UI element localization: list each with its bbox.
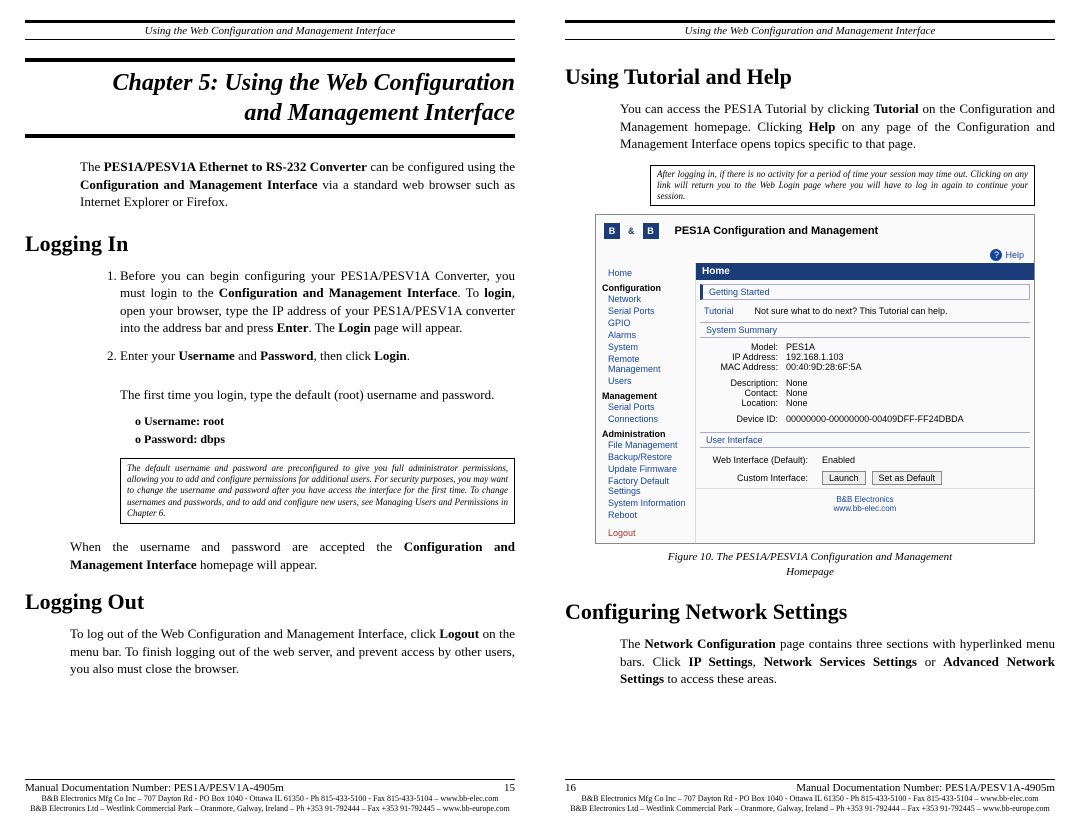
summary-key: Location: bbox=[706, 398, 786, 408]
footer-row: Manual Documentation Number: PES1A/PESV1… bbox=[25, 780, 515, 794]
sidebar-item[interactable]: Network bbox=[602, 293, 689, 305]
set-default-button[interactable]: Set as Default bbox=[872, 471, 943, 485]
ui-header[interactable]: User Interface bbox=[700, 432, 1030, 448]
tutorial-row: Tutorial Not sure what to do next? This … bbox=[696, 304, 1034, 322]
sidebar-item[interactable]: Connections bbox=[602, 413, 689, 425]
screenshot-mock: B & B PES1A Configuration and Management… bbox=[595, 214, 1035, 544]
tutorial-paragraph: You can access the PES1A Tutorial by cli… bbox=[565, 100, 1055, 153]
tutorial-link[interactable]: Tutorial bbox=[704, 306, 752, 316]
security-note-box: The default username and password are pr… bbox=[120, 458, 515, 524]
summary-value: 00:40:9D:28:6F:5A bbox=[786, 362, 862, 372]
login-step-1: Before you can begin configuring your PE… bbox=[120, 267, 515, 337]
summary-header[interactable]: System Summary bbox=[700, 322, 1030, 338]
page-number: 15 bbox=[504, 782, 515, 794]
help-icon[interactable]: ? bbox=[990, 249, 1002, 261]
custom-interface-label: Custom Interface: bbox=[706, 473, 816, 483]
sidebar-item[interactable]: Remote Management bbox=[602, 353, 689, 375]
summary-value: 00000000-00000000-00409DFF-FF24DBDA bbox=[786, 414, 964, 424]
first-time-para: The first time you login, type the defau… bbox=[25, 386, 515, 404]
web-default-label: Web Interface (Default): bbox=[706, 455, 816, 465]
footer-address-2: B&B Electronics Ltd – Westlink Commercia… bbox=[25, 804, 515, 814]
footer-doc-number: Manual Documentation Number: PES1A/PESV1… bbox=[25, 782, 284, 794]
logo-b-icon: B bbox=[643, 223, 659, 239]
system-summary: Model:PES1AIP Address:192.168.1.103MAC A… bbox=[696, 338, 1034, 428]
heading-config-network: Configuring Network Settings bbox=[565, 599, 1055, 625]
web-default-value: Enabled bbox=[822, 455, 855, 465]
sidebar-item[interactable]: Serial Ports bbox=[602, 305, 689, 317]
footer-address-1: B&B Electronics Mfg Co Inc – 707 Dayton … bbox=[25, 794, 515, 804]
footer-address-2: B&B Electronics Ltd – Westlink Commercia… bbox=[565, 804, 1055, 814]
summary-value: None bbox=[786, 388, 808, 398]
logo-b-icon: B bbox=[604, 223, 620, 239]
logo-amp-icon: & bbox=[628, 226, 635, 236]
summary-value: None bbox=[786, 378, 808, 388]
summary-key: Model: bbox=[706, 342, 786, 352]
sidebar-item[interactable]: Reboot bbox=[602, 509, 689, 521]
sidebar-logout[interactable]: Logout bbox=[602, 527, 689, 539]
sidebar-item[interactable]: File Management bbox=[602, 439, 689, 451]
sidebar-item[interactable]: System bbox=[602, 341, 689, 353]
tutorial-text: Not sure what to do next? This Tutorial … bbox=[755, 306, 948, 316]
heading-logging-out: Logging Out bbox=[25, 589, 515, 615]
summary-value: PES1A bbox=[786, 342, 815, 352]
page-left: Using the Web Configuration and Manageme… bbox=[25, 20, 515, 814]
summary-key: Description: bbox=[706, 378, 786, 388]
scr-footer: B&B Electronics www.bb-elec.com bbox=[696, 488, 1034, 519]
credential-username: o Username: root bbox=[135, 414, 515, 429]
summary-value: 192.168.1.103 bbox=[786, 352, 844, 362]
credentials-list: o Username: root o Password: dbps bbox=[25, 414, 515, 450]
sidebar-header-admin: Administration bbox=[602, 429, 689, 439]
summary-value: None bbox=[786, 398, 808, 408]
summary-key: Contact: bbox=[706, 388, 786, 398]
chapter-title: Chapter 5: Using the Web Configurationan… bbox=[25, 58, 515, 138]
sidebar-item[interactable]: Alarms bbox=[602, 329, 689, 341]
sidebar-item[interactable]: System Information bbox=[602, 497, 689, 509]
sidebar-item[interactable]: Backup/Restore bbox=[602, 451, 689, 463]
getting-started-bar[interactable]: Getting Started bbox=[700, 284, 1030, 300]
scr-main: Home Getting Started Tutorial Not sure w… bbox=[696, 263, 1034, 543]
sidebar-item[interactable]: Users bbox=[602, 375, 689, 387]
sidebar-item-home[interactable]: Home bbox=[602, 267, 689, 279]
session-timeout-note: After logging in, if there is no activit… bbox=[650, 165, 1035, 207]
login-steps: Before you can begin configuring your PE… bbox=[25, 267, 515, 375]
summary-key: IP Address: bbox=[706, 352, 786, 362]
footer-row: 16 Manual Documentation Number: PES1A/PE… bbox=[565, 780, 1055, 794]
launch-button[interactable]: Launch bbox=[822, 471, 866, 485]
config-paragraph: The Network Configuration page contains … bbox=[565, 635, 1055, 688]
logout-paragraph: To log out of the Web Configuration and … bbox=[25, 625, 515, 678]
accept-paragraph: When the username and password are accep… bbox=[25, 538, 515, 573]
sidebar-header-config: Configuration bbox=[602, 283, 689, 293]
sidebar-item[interactable]: Serial Ports bbox=[602, 401, 689, 413]
help-link[interactable]: Help bbox=[1005, 250, 1024, 260]
page-header: Using the Web Configuration and Manageme… bbox=[565, 20, 1055, 40]
page-number: 16 bbox=[565, 782, 576, 794]
heading-logging-in: Logging In bbox=[25, 231, 515, 257]
footer-address-1: B&B Electronics Mfg Co Inc – 707 Dayton … bbox=[565, 794, 1055, 804]
footer-doc-number: Manual Documentation Number: PES1A/PESV1… bbox=[796, 782, 1055, 794]
home-bar: Home bbox=[696, 263, 1034, 280]
figure-caption: Figure 10. The PES1A/PESV1A Configuratio… bbox=[565, 550, 1055, 579]
sidebar-item[interactable]: Update Firmware bbox=[602, 463, 689, 475]
scr-sidebar: Home Configuration NetworkSerial PortsGP… bbox=[596, 263, 696, 543]
page-right: Using the Web Configuration and Manageme… bbox=[565, 20, 1055, 814]
sidebar-header-management: Management bbox=[602, 391, 689, 401]
summary-key: Device ID: bbox=[706, 414, 786, 424]
scr-logo-row: B & B PES1A Configuration and Management bbox=[596, 215, 1034, 247]
sidebar-item[interactable]: Factory Default Settings bbox=[602, 475, 689, 497]
heading-tutorial: Using Tutorial and Help bbox=[565, 64, 1055, 90]
page-header: Using the Web Configuration and Manageme… bbox=[25, 20, 515, 40]
help-link-row: ?Help bbox=[596, 247, 1034, 263]
credential-password: o Password: dbps bbox=[135, 432, 515, 447]
summary-key: MAC Address: bbox=[706, 362, 786, 372]
sidebar-item[interactable]: GPIO bbox=[602, 317, 689, 329]
intro-paragraph: The PES1A/PESV1A Ethernet to RS-232 Conv… bbox=[25, 158, 515, 211]
login-step-2: Enter your Username and Password, then c… bbox=[120, 347, 515, 365]
scr-title: PES1A Configuration and Management bbox=[667, 221, 887, 241]
